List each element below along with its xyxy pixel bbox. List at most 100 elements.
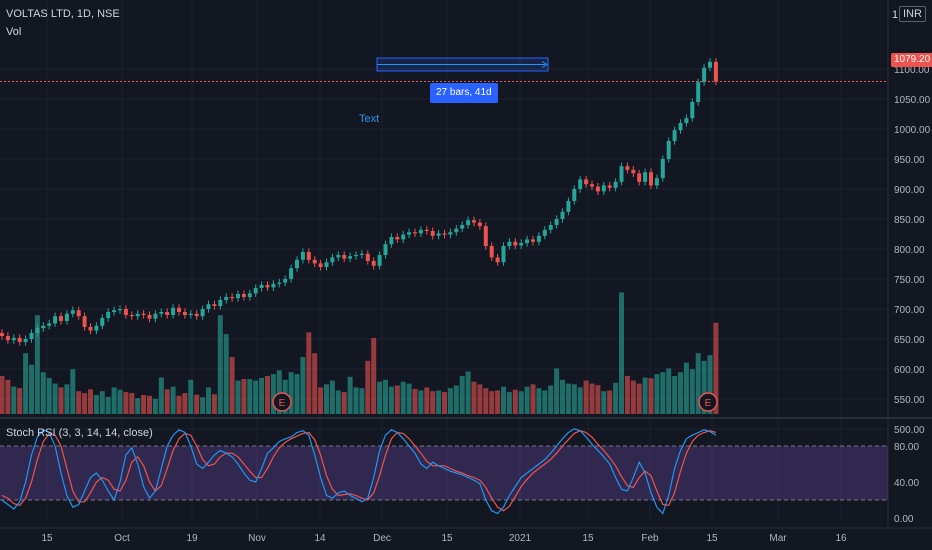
- volume-bar: [229, 357, 235, 414]
- volume-bar: [447, 388, 453, 414]
- candle-body: [619, 166, 624, 182]
- volume-bar: [211, 394, 217, 414]
- price-tick-label: 600.00: [894, 365, 925, 376]
- measure-arrowhead: [541, 61, 548, 68]
- time-tick-label: Nov: [248, 533, 266, 544]
- candle-body: [123, 309, 128, 315]
- stoch-tick-label: 80.00: [894, 442, 919, 453]
- candle-body: [59, 316, 63, 321]
- volume-bar: [341, 391, 347, 414]
- volume-bar: [689, 369, 695, 414]
- volume-bar: [82, 393, 88, 414]
- candle-body: [507, 241, 512, 246]
- volume-bar: [93, 395, 99, 414]
- volume-bar: [695, 353, 701, 414]
- candle-body: [454, 228, 459, 233]
- candle-body: [342, 255, 347, 259]
- candle-body: [531, 239, 535, 242]
- volume-bar: [64, 384, 70, 414]
- volume-bar: [383, 379, 388, 414]
- candle-body: [365, 253, 370, 261]
- candle-body: [230, 297, 235, 299]
- candle-body: [236, 294, 240, 299]
- price-tick-label: 850.00: [894, 215, 925, 226]
- candle-body: [542, 229, 547, 236]
- volume-bar: [536, 388, 542, 414]
- time-tick-label: Feb: [641, 533, 659, 544]
- candle-body: [29, 333, 34, 339]
- volume-bar: [70, 369, 76, 414]
- volume-bar: [707, 355, 713, 414]
- measure-label[interactable]: 27 bars, 41d: [430, 83, 498, 103]
- candle-body: [265, 285, 270, 288]
- volume-bar: [0, 376, 5, 414]
- candle-body: [672, 130, 677, 141]
- price-tick-label: 950.00: [894, 155, 925, 166]
- time-tick-label: Oct: [114, 533, 130, 544]
- candle-body: [383, 244, 388, 255]
- candle-body: [47, 323, 52, 326]
- time-tick-label: 15: [582, 533, 594, 544]
- candle-body: [359, 253, 364, 255]
- candle-body: [165, 312, 170, 315]
- candle-body: [253, 288, 258, 294]
- candle-body: [519, 243, 524, 246]
- candle-body: [578, 179, 583, 189]
- volume-bar: [613, 382, 619, 414]
- volume-bar: [666, 368, 672, 414]
- volume-bar: [217, 315, 223, 414]
- volume-bar: [247, 379, 253, 414]
- text-note[interactable]: Text: [359, 113, 380, 125]
- volume-bar: [630, 380, 636, 414]
- candle-body: [324, 262, 329, 267]
- time-tick-label: 16: [835, 533, 847, 544]
- candle-body: [200, 309, 205, 317]
- volume-bar: [489, 391, 495, 414]
- volume-bar: [424, 387, 430, 414]
- volume-bar: [442, 391, 447, 414]
- candle-body: [106, 312, 111, 318]
- axes: 1100.00 1050.00 1000.00 950.00 900.00 850.00 8…: [41, 65, 930, 544]
- volume-bar: [117, 389, 123, 414]
- stoch-label: Stoch RSI (3, 3, 14, 14, close): [6, 427, 153, 439]
- volume-bar: [642, 377, 648, 414]
- last-price-badge: 1079.20: [891, 53, 932, 67]
- volume-bar: [595, 385, 601, 414]
- candle-body: [336, 255, 341, 258]
- candle-body: [513, 241, 518, 246]
- candle-body: [271, 283, 276, 288]
- volume-bar: [701, 360, 707, 414]
- volume-bar: [152, 398, 158, 414]
- volume-bar: [377, 381, 383, 414]
- candle-body: [489, 246, 494, 258]
- price-tick-label: 900.00: [894, 185, 925, 196]
- price-tick-label: 500.00: [894, 425, 925, 436]
- candle-body: [713, 61, 718, 82]
- volume-bar: [347, 376, 353, 414]
- volume-bars: [0, 292, 719, 414]
- price-tick-label: 700.00: [894, 305, 925, 316]
- candle-body: [300, 252, 305, 260]
- volume-bar: [365, 360, 371, 414]
- time-tick-label: Dec: [373, 533, 391, 544]
- currency-badge[interactable]: INR: [899, 6, 926, 22]
- volume-bar: [265, 376, 270, 414]
- volume-bar: [678, 372, 683, 414]
- price-candles: [0, 58, 718, 346]
- volume-bar: [406, 383, 412, 414]
- candle-body: [554, 219, 559, 225]
- candle-body: [35, 328, 40, 333]
- volume-bar: [306, 332, 312, 414]
- candle-body: [64, 313, 69, 321]
- candle-body: [277, 282, 282, 284]
- volume-bar: [471, 381, 477, 414]
- volume-bar: [412, 388, 418, 414]
- volume-bar: [530, 384, 536, 414]
- candle-body: [259, 285, 264, 288]
- volume-bar: [619, 292, 624, 414]
- candle-body: [548, 225, 553, 230]
- volume-bar: [571, 384, 577, 414]
